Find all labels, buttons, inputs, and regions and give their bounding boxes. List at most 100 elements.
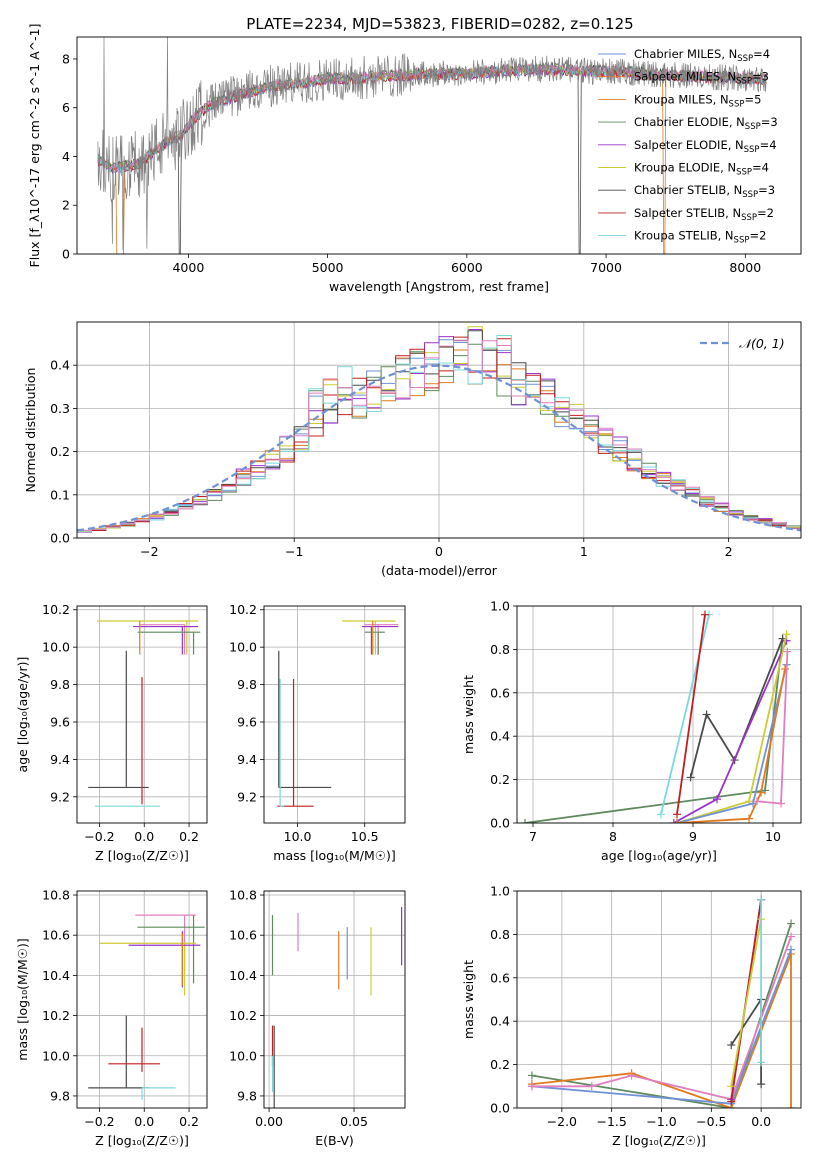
x-tick-label: 10.5 — [351, 829, 379, 844]
errorbar-point — [137, 631, 201, 655]
data-marker — [627, 1071, 636, 1080]
y-tick-label: 0.4 — [490, 1014, 510, 1029]
y-axis-label: mass [log₁₀(M/M☉)] — [15, 938, 30, 1060]
legend-suffix: =5 — [744, 92, 761, 106]
legend-suffix: =4 — [760, 138, 777, 152]
mass-weight-series — [524, 638, 784, 823]
mass-weight-series — [689, 638, 784, 778]
y-tick-label: 0 — [62, 247, 70, 262]
age_vs_Z-frame — [76, 605, 208, 824]
legend-subscript: SSP — [745, 122, 761, 132]
x-tick-label: 1 — [580, 544, 588, 559]
x-axis-label: Z [log₁₀(Z/Z☉)] — [95, 1133, 189, 1148]
y-axis-label: Normed distribution — [23, 368, 38, 493]
y-tick-label: 10.8 — [42, 888, 70, 903]
legend-suffix: =4 — [753, 47, 770, 61]
x-tick-label: 0.0 — [751, 1114, 771, 1129]
legend-subscript: SSP — [729, 99, 745, 109]
errorbar-point — [279, 678, 285, 807]
age_vs_mass-errorbars — [277, 620, 399, 807]
x-tick-label: 0.0 — [134, 1114, 154, 1129]
y-axis-label: mass weight — [461, 960, 476, 1039]
legend-suffix: =4 — [752, 161, 769, 175]
legend-label: Salpeter MILES, NSSP=3 — [634, 70, 769, 87]
y-tick-label: 4 — [62, 149, 70, 164]
y-tick-label: 6 — [62, 100, 70, 115]
x-tick-label: 8 — [609, 829, 617, 844]
y-tick-label: 9.8 — [237, 1088, 257, 1103]
data-marker — [527, 1082, 536, 1091]
y-tick-label: 0.4 — [490, 729, 510, 744]
data-marker — [787, 945, 796, 954]
mass_vs_Z-errorbars — [88, 914, 205, 1100]
errorbar-point — [362, 625, 399, 655]
errorbar-point — [128, 931, 201, 988]
y-tick-label: 9.8 — [237, 677, 257, 692]
figure-title: PLATE=2234, MJD=53823, FIBERID=0282, z=0… — [246, 15, 633, 33]
x-tick-label: 0.2 — [179, 1114, 199, 1129]
y-tick-label: 0.3 — [50, 401, 70, 416]
y-tick-label: 10.0 — [229, 640, 257, 655]
legend-suffix: =3 — [752, 70, 769, 84]
y-tick-label: 1.0 — [490, 884, 510, 899]
legend-subscript: SSP — [734, 236, 750, 246]
legend-subscript: SSP — [741, 213, 757, 223]
data-marker — [787, 1104, 796, 1108]
x-tick-label: 7 — [529, 829, 537, 844]
y-tick-label: 0.6 — [490, 685, 510, 700]
y-tick-label: 10.8 — [229, 888, 257, 903]
normal-curve — [77, 364, 801, 532]
mass-weight-series — [531, 953, 792, 1108]
x-axis-label: Z [log₁₀(Z/Z☉)] — [612, 1133, 706, 1148]
data-marker — [727, 1082, 736, 1091]
y-tick-label: 9.4 — [237, 752, 257, 767]
legend-label: Chabrier MILES, NSSP=4 — [634, 47, 770, 64]
x-tick-label: 4000 — [172, 260, 204, 275]
y-tick-label: 10.2 — [42, 602, 70, 617]
data-marker — [713, 795, 721, 804]
spectrum-axes: 4000 5000 6000 7000 8000 0 2 4 6 8 wavelength [Ang… — [27, 24, 761, 294]
massweight_vs_Z-frame — [516, 890, 802, 1109]
x-tick-label: −1 — [285, 544, 303, 559]
x-tick-label: 10.0 — [284, 829, 312, 844]
x-axis-label: Z [log₁₀(Z/Z☉)] — [95, 848, 189, 863]
y-tick-label: 9.8 — [50, 1088, 70, 1103]
errorbar-point — [133, 625, 199, 655]
x-tick-label: 9 — [689, 829, 697, 844]
y-tick-label: 10.6 — [42, 928, 70, 943]
y-tick-label: 0.2 — [490, 772, 510, 787]
x-tick-label: 0 — [435, 544, 443, 559]
observed-spectrum-line — [97, 37, 767, 251]
y-axis-label: Flux [f_λ10^-17 erg cm^-2 s^-1 A^-1] — [27, 24, 42, 268]
x-axis-label: (data-model)/error — [381, 563, 498, 578]
x-axis-label: age [log₁₀(age/yr)] — [601, 848, 717, 863]
data-marker — [757, 1058, 766, 1067]
data-marker — [686, 773, 695, 782]
legend-subscript: SSP — [736, 168, 752, 178]
y-tick-label: 10.0 — [42, 640, 70, 655]
legend-suffix: =3 — [758, 183, 775, 197]
x-tick-label: 10 — [765, 829, 781, 844]
data-marker — [757, 895, 766, 904]
data-marker — [669, 819, 678, 823]
legend-label: Salpeter ELODIE, NSSP=4 — [634, 138, 777, 155]
errorbar-point — [137, 915, 205, 984]
data-marker — [727, 1097, 736, 1106]
y-tick-label: 0.6 — [490, 970, 510, 985]
data-marker — [787, 919, 796, 928]
legend-subscript: SSP — [736, 77, 752, 87]
x-tick-label: 2 — [725, 544, 733, 559]
x-axis-label: mass [log₁₀(M/M☉)] — [273, 848, 395, 863]
x-tick-label: 6000 — [451, 260, 483, 275]
data-marker — [787, 932, 796, 941]
mass-weight-series — [676, 614, 706, 815]
x-tick-label: −2.0 — [547, 1114, 577, 1129]
data-marker — [753, 797, 761, 806]
data-marker — [781, 664, 789, 673]
x-tick-label: 7000 — [590, 260, 622, 275]
y-tick-label: 10.2 — [42, 1008, 70, 1023]
data-marker — [587, 1082, 596, 1091]
data-marker — [757, 1080, 766, 1089]
y-tick-label: 10.6 — [229, 928, 257, 943]
y-tick-label: 0.0 — [490, 816, 510, 831]
